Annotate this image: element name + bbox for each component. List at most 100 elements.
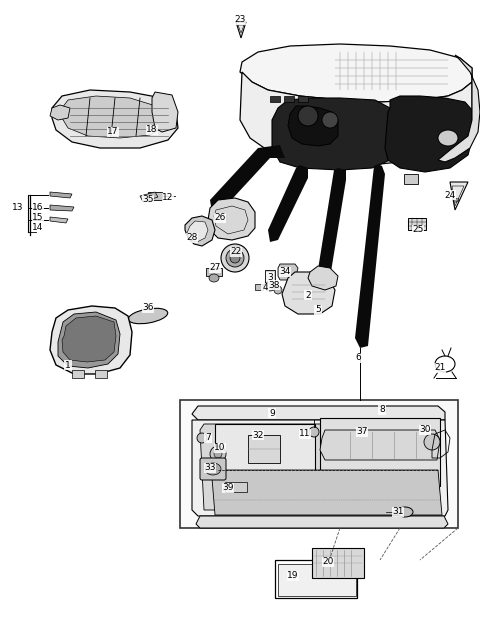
Text: 22: 22 — [230, 247, 241, 256]
Text: 7: 7 — [205, 433, 211, 442]
Text: 2: 2 — [305, 290, 311, 300]
Polygon shape — [50, 105, 70, 120]
Bar — [148, 192, 162, 200]
Polygon shape — [192, 406, 445, 420]
Polygon shape — [308, 266, 338, 290]
Text: 20: 20 — [322, 558, 334, 567]
Bar — [206, 268, 222, 276]
Polygon shape — [58, 312, 120, 368]
Text: 36: 36 — [142, 304, 154, 312]
Ellipse shape — [226, 249, 244, 267]
Bar — [180, 400, 458, 528]
Text: 10: 10 — [214, 444, 226, 452]
Ellipse shape — [221, 244, 249, 272]
Polygon shape — [50, 192, 72, 198]
Polygon shape — [320, 430, 440, 460]
Text: 28: 28 — [186, 233, 198, 242]
Bar — [248, 435, 280, 463]
Ellipse shape — [230, 253, 240, 263]
Text: p: p — [455, 197, 459, 203]
Polygon shape — [62, 316, 116, 362]
Bar — [408, 218, 426, 230]
FancyBboxPatch shape — [200, 458, 226, 480]
Text: 1: 1 — [65, 360, 71, 370]
Polygon shape — [185, 216, 215, 246]
Polygon shape — [268, 165, 308, 242]
Text: 9: 9 — [269, 408, 275, 418]
Polygon shape — [282, 272, 335, 314]
Text: 37: 37 — [356, 427, 368, 437]
Polygon shape — [50, 217, 68, 223]
Bar — [95, 370, 107, 378]
Polygon shape — [196, 516, 448, 528]
Text: 35: 35 — [142, 196, 154, 204]
Text: 26: 26 — [214, 213, 226, 223]
Text: 13: 13 — [12, 204, 24, 213]
Polygon shape — [50, 205, 74, 211]
Bar — [320, 418, 440, 486]
Text: 27: 27 — [209, 264, 221, 273]
Text: 4: 4 — [262, 283, 268, 293]
Bar — [312, 548, 364, 578]
Bar — [215, 424, 315, 504]
Bar — [404, 174, 418, 184]
Polygon shape — [140, 192, 158, 202]
Polygon shape — [288, 106, 338, 146]
Polygon shape — [240, 72, 472, 165]
Text: 34: 34 — [279, 268, 291, 276]
Bar — [298, 96, 308, 102]
Polygon shape — [152, 92, 178, 132]
Polygon shape — [62, 96, 164, 138]
Bar — [275, 560, 357, 598]
Polygon shape — [272, 98, 398, 170]
Text: 18: 18 — [146, 126, 158, 134]
Polygon shape — [187, 221, 208, 242]
Bar — [72, 370, 84, 378]
Text: 23: 23 — [234, 16, 246, 25]
Text: 6: 6 — [355, 353, 361, 362]
Ellipse shape — [205, 463, 221, 475]
Text: 14: 14 — [32, 223, 44, 232]
Text: 8: 8 — [379, 406, 385, 415]
Text: 11: 11 — [299, 430, 311, 439]
Polygon shape — [200, 424, 440, 510]
Text: 16: 16 — [32, 204, 44, 213]
Bar — [270, 96, 280, 102]
Text: 19: 19 — [287, 572, 299, 581]
Polygon shape — [278, 264, 298, 280]
Text: 30: 30 — [419, 425, 431, 435]
Text: 21: 21 — [434, 363, 446, 372]
Text: 33: 33 — [204, 464, 216, 473]
Polygon shape — [52, 90, 178, 148]
Text: 24: 24 — [444, 191, 456, 199]
Ellipse shape — [309, 427, 319, 437]
Text: 5: 5 — [315, 305, 321, 314]
Polygon shape — [212, 470, 442, 515]
Ellipse shape — [274, 286, 282, 294]
Ellipse shape — [214, 450, 222, 458]
Text: 38: 38 — [268, 281, 280, 290]
Ellipse shape — [298, 106, 318, 126]
Text: 39: 39 — [222, 483, 234, 493]
Ellipse shape — [128, 309, 168, 324]
Text: 15: 15 — [32, 213, 44, 223]
Polygon shape — [316, 168, 346, 292]
Text: 12: 12 — [162, 194, 174, 203]
Bar — [255, 284, 263, 290]
Bar — [278, 564, 356, 596]
Ellipse shape — [438, 130, 458, 146]
Polygon shape — [50, 306, 132, 374]
Polygon shape — [438, 55, 480, 162]
Ellipse shape — [197, 433, 207, 443]
Polygon shape — [450, 182, 468, 210]
Ellipse shape — [209, 274, 219, 282]
Ellipse shape — [264, 281, 276, 291]
Text: 31: 31 — [392, 507, 404, 517]
Ellipse shape — [210, 446, 226, 462]
Polygon shape — [210, 145, 285, 212]
Bar — [265, 270, 275, 284]
Polygon shape — [240, 44, 472, 102]
Bar — [225, 482, 247, 492]
Ellipse shape — [322, 112, 338, 128]
Polygon shape — [236, 22, 246, 38]
